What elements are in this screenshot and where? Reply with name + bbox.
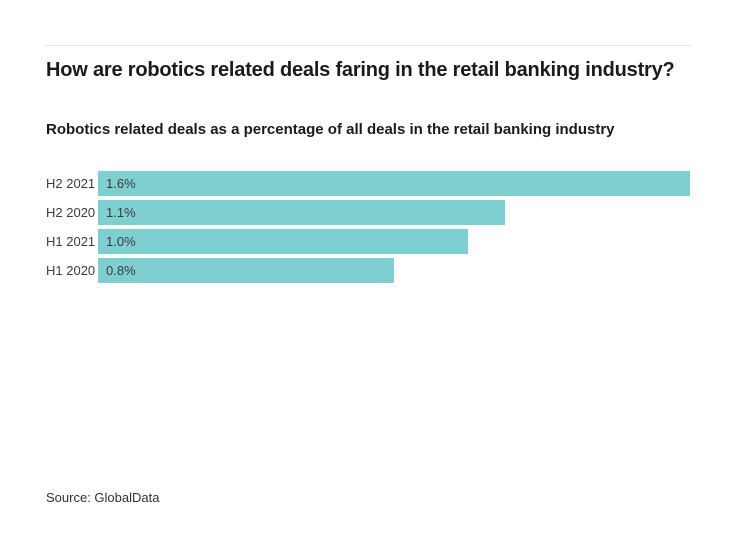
bar-chart: H2 2021 1.6% H2 2020 1.1% H1 2021 1.0% H1 2020… — [46, 171, 690, 287]
bar: 0.8% — [98, 258, 394, 283]
chart-subtitle: Robotics related deals as a percentage o… — [46, 121, 615, 138]
bar-track: 1.1% — [98, 200, 690, 225]
bar-category-label: H2 2021 — [46, 176, 96, 191]
bar: 1.0% — [98, 229, 468, 254]
bar-row: H2 2020 1.1% — [46, 200, 690, 225]
bar-row: H1 2020 0.8% — [46, 258, 690, 283]
bar-category-label: H2 2020 — [46, 205, 96, 220]
bar-category-label: H1 2020 — [46, 263, 96, 278]
chart-title: How are robotics related deals faring in… — [46, 59, 675, 81]
source-note: Source: GlobalData — [46, 490, 160, 505]
bar-row: H2 2021 1.6% — [46, 171, 690, 196]
bar-row: H1 2021 1.0% — [46, 229, 690, 254]
top-divider — [46, 45, 690, 46]
bar: 1.1% — [98, 200, 505, 225]
bar-track: 1.6% — [98, 171, 690, 196]
bar-value-label: 0.8% — [106, 263, 136, 278]
bar-track: 1.0% — [98, 229, 690, 254]
bar: 1.6% — [98, 171, 690, 196]
bar-track: 0.8% — [98, 258, 690, 283]
bar-value-label: 1.6% — [106, 176, 136, 191]
bar-category-label: H1 2021 — [46, 234, 96, 249]
bar-value-label: 1.1% — [106, 205, 136, 220]
bar-value-label: 1.0% — [106, 234, 136, 249]
